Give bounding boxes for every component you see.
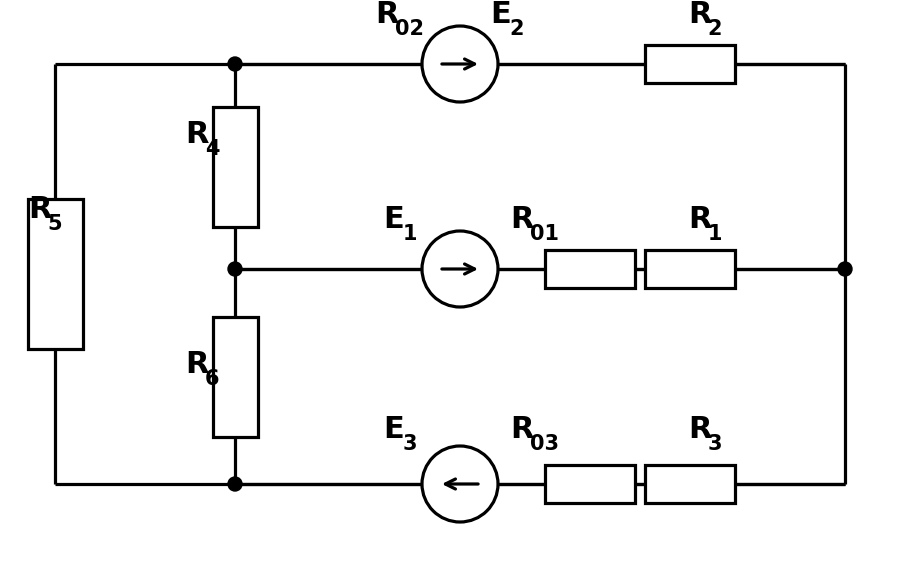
Text: R: R	[688, 205, 712, 234]
Text: 01: 01	[530, 224, 559, 244]
Circle shape	[838, 262, 852, 276]
Bar	[213, 107, 258, 227]
Text: 1: 1	[403, 224, 417, 244]
Text: R: R	[510, 205, 533, 234]
Text: 5: 5	[48, 214, 62, 234]
Bar	[645, 45, 735, 83]
Bar	[645, 250, 735, 288]
Circle shape	[422, 26, 498, 102]
Text: E: E	[490, 0, 511, 29]
Bar	[645, 465, 735, 503]
Circle shape	[228, 477, 242, 491]
Text: E: E	[383, 205, 404, 234]
Bar	[545, 250, 635, 288]
Text: 1: 1	[708, 224, 723, 244]
Text: R: R	[688, 0, 712, 29]
Text: 3: 3	[708, 434, 723, 454]
Text: 2: 2	[510, 19, 524, 39]
Text: 03: 03	[530, 434, 559, 454]
Text: R: R	[375, 0, 398, 29]
Text: 02: 02	[395, 19, 423, 39]
Text: R: R	[510, 415, 533, 444]
Bar	[213, 316, 258, 437]
Text: 3: 3	[403, 434, 417, 454]
Text: 2: 2	[708, 19, 723, 39]
Text: R: R	[185, 120, 208, 149]
Text: 6: 6	[205, 369, 219, 389]
Circle shape	[422, 231, 498, 307]
Text: R: R	[688, 415, 712, 444]
Text: R: R	[185, 350, 208, 379]
Bar	[545, 465, 635, 503]
Circle shape	[422, 446, 498, 522]
Text: E: E	[383, 415, 404, 444]
Circle shape	[228, 57, 242, 71]
Text: 4: 4	[205, 139, 219, 159]
Circle shape	[228, 262, 242, 276]
Text: R: R	[28, 195, 51, 224]
Bar	[28, 199, 83, 349]
